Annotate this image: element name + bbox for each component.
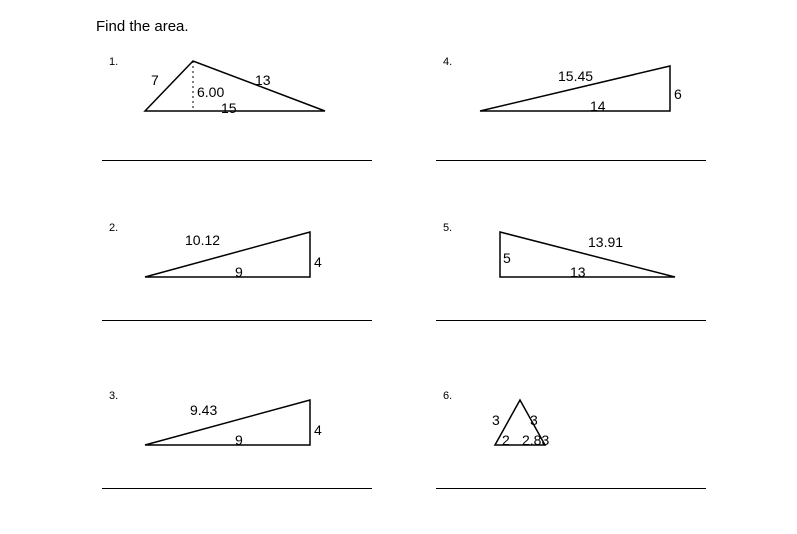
answer-line[interactable]	[436, 320, 706, 321]
answer-line[interactable]	[102, 160, 372, 161]
label-hypotenuse: 13.91	[588, 234, 623, 250]
label-height: 6.00	[197, 84, 224, 100]
problem-1-figure: 7 13 6.00 15	[135, 56, 335, 126]
problem-6-figure: 3 3 2 2.83	[470, 390, 610, 460]
problem-number: 3.	[109, 390, 118, 402]
label-left-side: 7	[151, 72, 159, 88]
label-hypotenuse: 10.12	[185, 232, 220, 248]
answer-line[interactable]	[102, 488, 372, 489]
label-base: 13	[570, 264, 586, 280]
problem-number: 6.	[443, 390, 452, 402]
problem-4-figure: 15.45 14 6	[470, 56, 690, 126]
label-base: 14	[590, 98, 606, 114]
label-right-side: 13	[255, 72, 271, 88]
label-right-side: 6	[674, 86, 682, 102]
label-base: 2	[502, 432, 510, 448]
label-right-side: 3	[530, 412, 538, 428]
label-base: 9	[235, 432, 243, 448]
page-title: Find the area.	[96, 18, 189, 35]
label-base: 9	[235, 264, 243, 280]
label-left-side: 3	[492, 412, 500, 428]
label-left-side: 5	[503, 250, 511, 266]
label-hypotenuse: 9.43	[190, 402, 217, 418]
label-height: 2.83	[522, 432, 549, 448]
label-right-side: 4	[314, 422, 322, 438]
problem-number: 5.	[443, 222, 452, 234]
label-base: 15	[221, 100, 237, 116]
problem-number: 4.	[443, 56, 452, 68]
answer-line[interactable]	[102, 320, 372, 321]
label-hypotenuse: 15.45	[558, 68, 593, 84]
answer-line[interactable]	[436, 488, 706, 489]
problem-2-figure: 10.12 9 4	[135, 222, 335, 292]
problem-3-figure: 9.43 9 4	[135, 390, 335, 460]
problem-number: 1.	[109, 56, 118, 68]
label-right-side: 4	[314, 254, 322, 270]
problem-5-figure: 5 13.91 13	[470, 222, 690, 292]
problem-number: 2.	[109, 222, 118, 234]
worksheet-page: Find the area. 1. 7 13 6.00 15 4. 15.45 …	[0, 0, 797, 534]
answer-line[interactable]	[436, 160, 706, 161]
